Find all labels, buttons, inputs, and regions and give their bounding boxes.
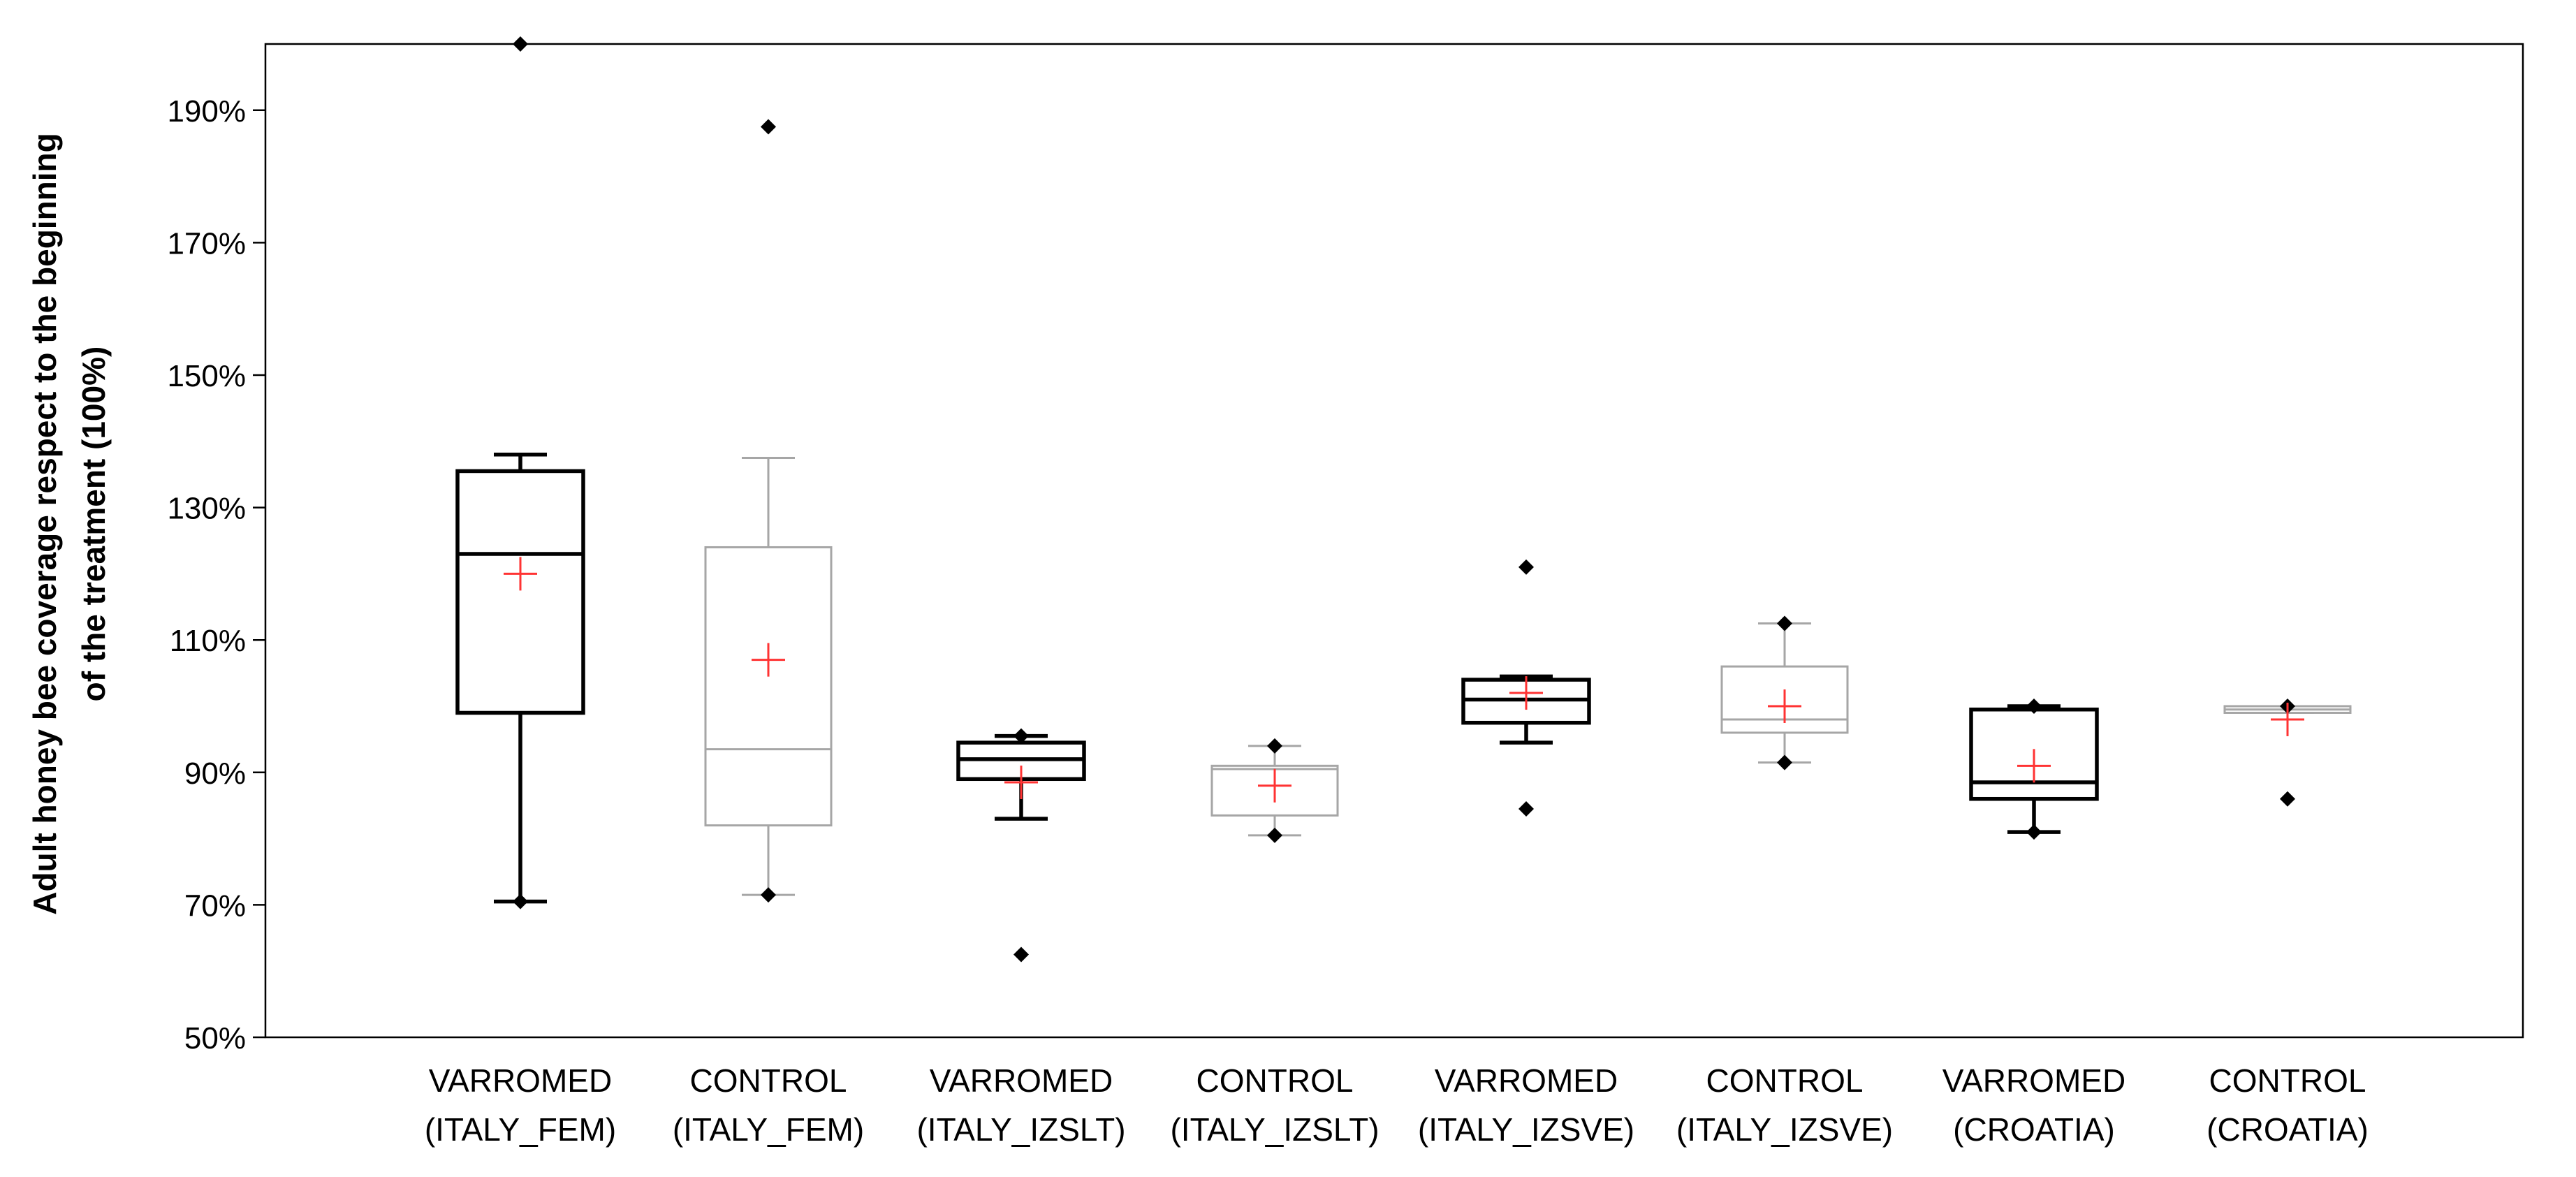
outlier-point — [1013, 946, 1029, 963]
category-label-line-1: CONTROL — [1706, 1062, 1864, 1099]
category-label-line-1: VARROMED — [1435, 1062, 1618, 1099]
outlier-point — [1777, 615, 1792, 631]
box-group — [704, 119, 833, 903]
outlier-point — [761, 887, 776, 903]
category-label-line-2: (ITALY_IZSLT) — [916, 1111, 1125, 1148]
y-axis-label-line-1: Adult honey bee coverage respect to the … — [27, 133, 63, 915]
category-label-line-2: (ITALY_FEM) — [425, 1111, 616, 1148]
category-label-line-2: (ITALY_IZSLT) — [1170, 1111, 1379, 1148]
y-tick-label: 90% — [184, 756, 246, 791]
box-group — [1969, 699, 2099, 840]
y-tick-label: 190% — [167, 94, 246, 129]
outlier-point — [1518, 800, 1534, 817]
box-group — [455, 36, 585, 909]
y-tick-label: 170% — [167, 226, 246, 261]
iqr-box — [704, 546, 833, 827]
outlier-point — [1267, 827, 1282, 843]
category-label-line-2: (CROATIA) — [2207, 1111, 2369, 1148]
outlier-point — [1518, 559, 1534, 575]
box-group — [2223, 699, 2352, 807]
category-label-line-2: (CROATIA) — [1953, 1111, 2115, 1148]
outlier-point — [2280, 791, 2295, 807]
outlier-point — [1013, 728, 1029, 744]
y-tick-label: 110% — [170, 624, 246, 658]
y-tick-label: 70% — [184, 889, 246, 923]
box-group — [1720, 615, 1849, 770]
plot-frame — [264, 43, 2524, 1039]
box-group — [1461, 559, 1591, 817]
x-axis-labels: VARROMED (ITALY_FEM) CONTROL (ITALY_FEM) VAR… — [425, 1062, 2369, 1148]
outlier-point — [513, 36, 528, 52]
category-label-line-2: (ITALY_IZSVE) — [1676, 1111, 1893, 1148]
category-label-line-1: CONTROL — [690, 1062, 847, 1099]
outlier-point — [1267, 738, 1282, 754]
y-tick-label: 150% — [167, 359, 246, 393]
category-label-line-1: CONTROL — [1196, 1062, 1354, 1099]
outlier-point — [2026, 699, 2042, 714]
y-tick-label: 130% — [167, 492, 246, 526]
iqr-box — [455, 469, 585, 715]
boxes — [455, 36, 2352, 963]
box-group — [1210, 738, 1339, 843]
category-label-line-1: VARROMED — [429, 1062, 612, 1099]
category-label-line-1: CONTROL — [2209, 1062, 2366, 1099]
y-axis: 50% 70% 90% 110% 130% 150% 170% 190% — [167, 94, 265, 1055]
outlier-point — [513, 893, 528, 909]
category-label-line-2: (ITALY_IZSVE) — [1418, 1111, 1634, 1148]
outlier-point — [2026, 824, 2042, 840]
box-group — [956, 728, 1086, 963]
y-axis-label-line-2: of the treatment (100%) — [75, 346, 112, 702]
category-label-line-2: (ITALY_FEM) — [673, 1111, 864, 1148]
outlier-point — [761, 119, 776, 135]
category-label-line-1: VARROMED — [930, 1062, 1113, 1099]
y-tick-label: 50% — [184, 1021, 246, 1055]
outlier-point — [1777, 754, 1792, 770]
category-label-line-1: VARROMED — [1942, 1062, 2125, 1099]
